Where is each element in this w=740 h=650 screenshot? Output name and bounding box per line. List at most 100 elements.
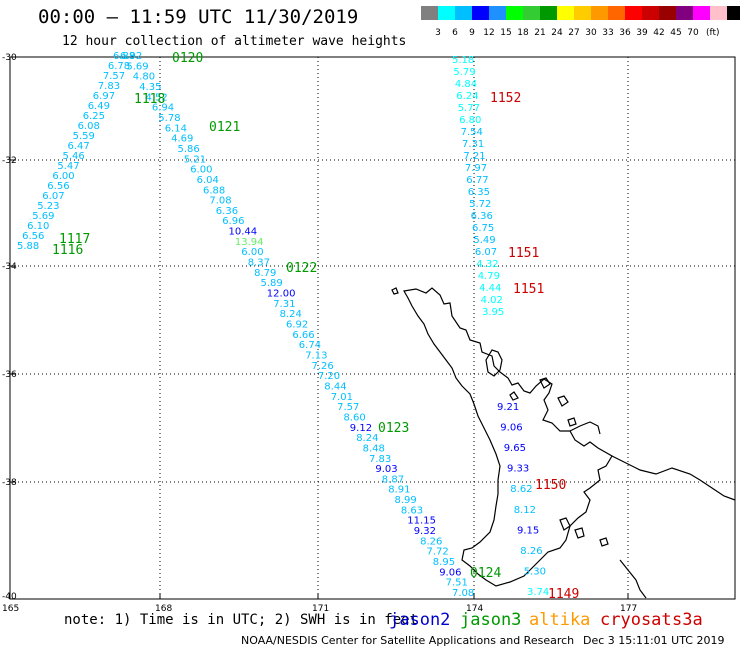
altimeter-tracks: 5.886.566.105.695.236.076.566.005.475.46… xyxy=(17,51,549,599)
sat-altika: altika xyxy=(529,610,591,630)
legend-swatch xyxy=(438,6,455,20)
legend-swatch xyxy=(710,6,727,20)
wave-height-value: 5.23 xyxy=(37,201,59,212)
wave-height-value: 6.47 xyxy=(68,141,90,152)
wave-height-value: 8.60 xyxy=(344,412,366,423)
legend-swatch xyxy=(574,6,591,20)
wave-height-value: 6.96 xyxy=(222,216,244,227)
lat-label: -38 xyxy=(2,478,17,488)
sat-jason3: jason3 xyxy=(460,610,522,630)
wave-height-value: 12.00 xyxy=(267,289,296,300)
wave-height-value: 6.88 xyxy=(113,51,135,62)
wave-height-value: 6.56 xyxy=(22,231,44,242)
new-zealand-coastline xyxy=(391,287,736,599)
wave-height-value: 5.47 xyxy=(57,161,79,172)
lat-label: -34 xyxy=(2,262,17,272)
lat-label: -30 xyxy=(2,53,17,63)
page-title: 00:00 – 11:59 UTC 11/30/2019 xyxy=(38,6,359,28)
lat-label: -36 xyxy=(2,370,17,380)
legend-tick-label: 12 xyxy=(483,28,495,38)
wave-height-value: 6.75 xyxy=(472,223,494,234)
time-label: 0122 xyxy=(286,261,317,276)
wave-height-value: 5.59 xyxy=(73,131,95,142)
wave-height-value: 9.21 xyxy=(497,402,519,413)
legend-swatch xyxy=(608,6,625,20)
legend-tick-label: 9 xyxy=(469,28,475,38)
wave-height-value: 6.08 xyxy=(78,121,100,132)
wave-height-value: 7.21 xyxy=(463,151,485,162)
lon-label: 177 xyxy=(620,604,637,614)
wave-height-value: 7.83 xyxy=(369,454,391,465)
wave-height-value: 8.99 xyxy=(395,495,417,506)
wave-height-value: 8.79 xyxy=(254,268,276,279)
sat-cryosat: cryosat xyxy=(600,610,672,630)
wave-height-value: 7.31 xyxy=(462,139,484,150)
wave-height-value: 5.89 xyxy=(261,278,283,289)
wave-height-value: 5.18 xyxy=(452,55,474,66)
wave-height-value: 8.48 xyxy=(363,443,385,454)
wave-height-value: 9.12 xyxy=(350,423,372,434)
lon-label: 174 xyxy=(466,604,483,614)
lon-label: 168 xyxy=(155,604,172,614)
wave-height-value: 9.32 xyxy=(414,526,436,537)
legend-swatch xyxy=(421,6,438,20)
legend-swatch xyxy=(506,6,523,20)
wave-height-value: 7.54 xyxy=(461,127,483,138)
wave-height-value: 4.02 xyxy=(481,295,503,306)
wave-height-value: 7.01 xyxy=(331,392,353,403)
wave-height-value: 7.83 xyxy=(98,81,120,92)
legend-swatch xyxy=(727,6,740,20)
legend-tick-label: 6 xyxy=(452,28,458,38)
legend-swatch xyxy=(693,6,710,20)
wave-height-value: 5.30 xyxy=(524,566,546,577)
wave-height-value: 5.49 xyxy=(473,235,495,246)
wave-height-value: 8.24 xyxy=(280,309,302,320)
wave-height-value: 3.74 xyxy=(527,587,549,598)
wave-height-value: 7.13 xyxy=(305,351,327,362)
wave-height-value: 5.79 xyxy=(453,67,475,78)
legend-swatch xyxy=(625,6,642,20)
island-8 xyxy=(509,391,519,401)
time-label: 1117 xyxy=(59,232,90,247)
wave-height-value: 8.37 xyxy=(248,258,270,269)
legend-tick-label: 15 xyxy=(500,28,512,38)
legend-tick-label: 18 xyxy=(517,28,529,38)
legend-tick-label: 42 xyxy=(653,28,665,38)
sat-s3a: s3a xyxy=(672,610,703,630)
time-label: 1151 xyxy=(508,246,539,261)
wave-height-value: 6.66 xyxy=(292,330,314,341)
wave-height-value: 5.72 xyxy=(469,199,491,210)
wave-height-value: 9.06 xyxy=(500,423,522,434)
axis-labels: -30 -32 -34 -36 -38 -40 165 168 171 174 177 xyxy=(2,53,637,614)
wave-height-value: 6.00 xyxy=(241,247,263,258)
sat-jason2: jason2 xyxy=(389,610,451,630)
wave-height-value: 7.51 xyxy=(446,578,468,589)
wave-height-value: 9.06 xyxy=(439,567,461,578)
wave-height-value: 11.15 xyxy=(407,516,436,527)
legend-tick-label: 3 xyxy=(435,28,441,38)
legend-swatch xyxy=(523,6,540,20)
footer-note: note: 1) Time is in UTC; 2) SWH is in fe… xyxy=(64,612,419,628)
east-cape-outline xyxy=(611,455,736,501)
wave-height-value: 5.21 xyxy=(184,154,206,165)
legend-tick-label: 30 xyxy=(585,28,597,38)
coromandel-outline xyxy=(485,349,503,377)
legend-swatch xyxy=(642,6,659,20)
wave-height-value: 6.88 xyxy=(203,185,225,196)
wave-height-value: 4.52 xyxy=(146,92,168,103)
time-label: 0123 xyxy=(378,421,409,436)
wave-height-value: 6.36 xyxy=(216,206,238,217)
wave-height-value: 8.12 xyxy=(514,505,536,516)
island-4 xyxy=(559,517,571,531)
island-1 xyxy=(539,377,551,389)
wave-height-value: 6.92 xyxy=(120,51,142,62)
wave-height-value: 5.69 xyxy=(126,61,148,72)
legend-swatch xyxy=(591,6,608,20)
wave-height-value: 6.10 xyxy=(27,221,49,232)
wave-height-value: 7.31 xyxy=(273,299,295,310)
wave-height-value: 10.44 xyxy=(229,227,258,238)
wave-height-value: 8.63 xyxy=(401,505,423,516)
wave-height-value: 6.80 xyxy=(459,115,481,126)
wave-height-value: 9.03 xyxy=(375,464,397,475)
